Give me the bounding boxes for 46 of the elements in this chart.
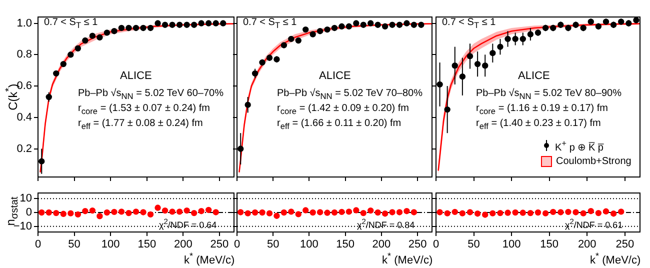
x-tick-label: 0 [234, 238, 240, 251]
annotation: ALICE [518, 70, 550, 82]
x-tick-label: 100 [502, 238, 521, 251]
x-tick-label: 200 [372, 238, 391, 251]
x-tick-label: 50 [468, 238, 480, 251]
annotation: r$_{core}$ = (1.53 ± 0.07 ± 0.24) fm [78, 103, 210, 116]
annotation: Pb–Pb √s$_{NN}$ = 5.02 TeV 60–70% [78, 88, 224, 102]
annotation: Pb–Pb √s$_{NN}$ = 5.02 TeV 80–90% [476, 88, 622, 102]
x-axis-title: k$^{*}$ (MeV/c) [590, 251, 641, 267]
y-tick-label: −10 [13, 220, 32, 232]
annotation: r$_{eff}$ = (1.77 ± 0.08 ± 0.24) fm [78, 118, 203, 132]
y-tick-label: 0 [26, 206, 32, 219]
annotation: 0.7 < S$_{T}$ ≤ 1 [442, 17, 496, 30]
x-tick-label: 0 [432, 238, 440, 251]
annotation: 0.7 < S$_{T}$ ≤ 1 [44, 17, 98, 30]
annotation: r$_{eff}$ = (1.40 ± 0.23 ± 0.17) fm [476, 118, 601, 132]
y-tick-label: 0.2 [16, 142, 32, 155]
y-tick-label: 1.0 [16, 17, 32, 30]
x-tick-label: 150 [540, 238, 559, 251]
annotation: r$_{core}$ = (1.16 ± 0.19 ± 0.17) fm [476, 103, 608, 116]
x-tick-label: 150 [138, 238, 156, 251]
x-tick-label: 50 [68, 238, 80, 251]
legend-label: Coulomb+Strong [556, 156, 632, 168]
x-tick-label: 150 [336, 238, 355, 251]
x-axis-title: k$^{*}$ (MeV/c) [184, 251, 235, 267]
x-tick-label: 100 [101, 238, 120, 251]
x-tick-label: 200 [578, 238, 596, 251]
annotation: ALICE [319, 70, 351, 82]
legend-label: K$^{+}$ p ⊕ K̅ p̅ [555, 138, 604, 154]
y-tick-label: 0.4 [16, 111, 32, 124]
annotation: Pb–Pb √s$_{NN}$ = 5.02 TeV 70–80% [277, 88, 422, 102]
x-tick-label: 50 [266, 238, 280, 251]
x-axis-title: k$^{*}$ (MeV/c) [382, 251, 433, 267]
x-tick-label: 0 [34, 238, 42, 251]
x-tick-label: 100 [300, 238, 318, 251]
y-tick-label: 0.6 [16, 80, 32, 92]
annotation: r$_{core}$ = (1.42 ± 0.09 ± 0.20) fm [277, 103, 409, 116]
annotation: r$_{eff}$ = (1.66 ± 0.11 ± 0.20) fm [277, 118, 402, 132]
annotation: ALICE [120, 70, 152, 82]
x-tick-label: 200 [174, 238, 192, 251]
annotation: 0.7 < S$_{T}$ ≤ 1 [243, 17, 297, 30]
x-tick-label: 250 [616, 238, 634, 251]
y-tick-label: 10 [20, 192, 32, 205]
y-tick-label: 0.8 [16, 48, 32, 61]
x-tick-label: 250 [210, 238, 229, 251]
x-tick-label: 250 [408, 238, 427, 251]
